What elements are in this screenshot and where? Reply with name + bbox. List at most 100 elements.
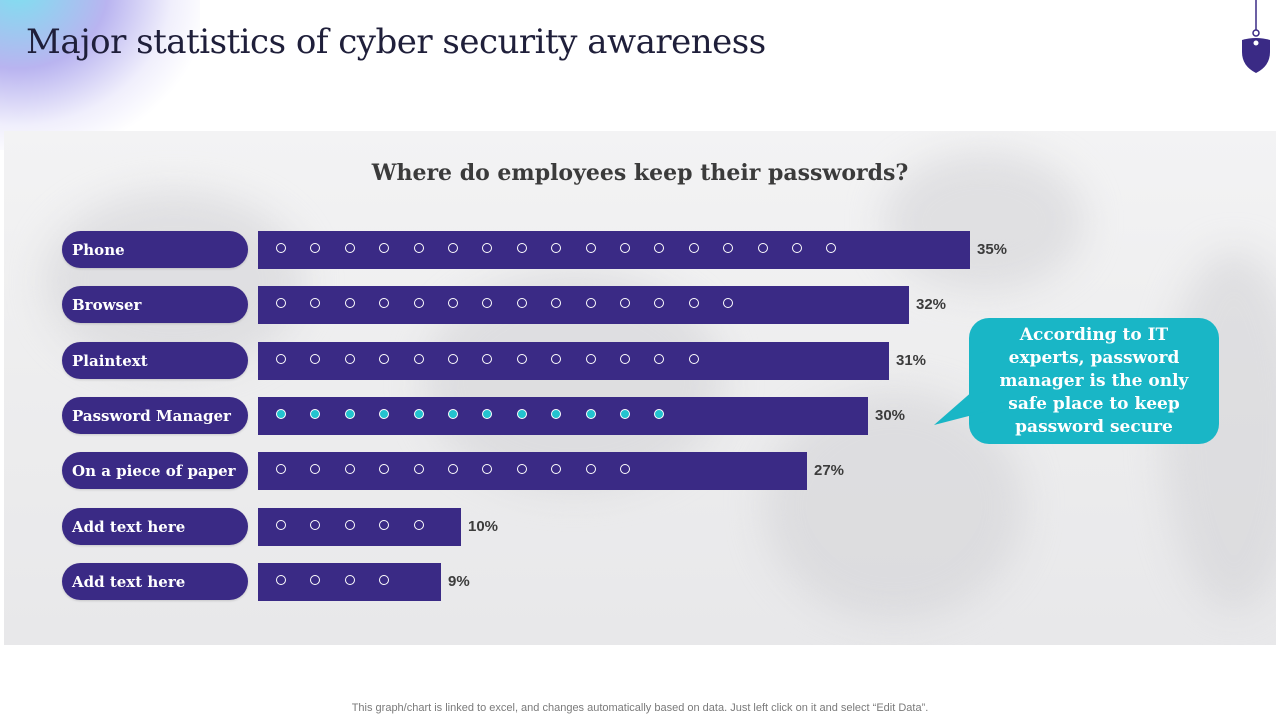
- highlight-dot: [654, 409, 664, 419]
- bar-dot: [792, 243, 802, 253]
- bar-dot: [620, 243, 630, 253]
- data-bar: [258, 397, 868, 435]
- category-label: On a piece of paper: [62, 452, 248, 489]
- highlight-dot: [310, 409, 320, 419]
- highlight-dot: [448, 409, 458, 419]
- bar-dot: [379, 354, 389, 364]
- bar-dot: [310, 520, 320, 530]
- data-bar: [258, 452, 807, 490]
- data-bar: [258, 231, 970, 269]
- bar-dot: [551, 354, 561, 364]
- shield-icon: [1236, 0, 1276, 81]
- bar-dot: [448, 464, 458, 474]
- bar-dot: [620, 354, 630, 364]
- bar-dot: [379, 464, 389, 474]
- bar-dot: [379, 575, 389, 585]
- bar-dot: [620, 298, 630, 308]
- bar-dot: [826, 243, 836, 253]
- highlight-dot: [586, 409, 596, 419]
- highlight-dot: [551, 409, 561, 419]
- bar-dot: [414, 464, 424, 474]
- callout-bubble: According to IT experts, password manage…: [969, 318, 1219, 444]
- highlight-dot: [379, 409, 389, 419]
- slide-title: Major statistics of cyber security aware…: [26, 22, 766, 62]
- bar-dot: [345, 354, 355, 364]
- value-label: 30%: [875, 407, 906, 424]
- bar-dot: [586, 354, 596, 364]
- bar-dot: [551, 298, 561, 308]
- bar-dot: [551, 243, 561, 253]
- bar-dot: [586, 243, 596, 253]
- bar-dot: [448, 354, 458, 364]
- bar-dot: [654, 243, 664, 253]
- callout-tail: [934, 390, 992, 425]
- category-label: Add text here: [62, 508, 248, 545]
- bar-dot: [517, 354, 527, 364]
- bar-dot: [758, 243, 768, 253]
- bar-dot: [482, 464, 492, 474]
- bar-dot: [689, 298, 699, 308]
- bar-dot: [448, 298, 458, 308]
- bar-dot: [345, 520, 355, 530]
- bar-dot: [379, 243, 389, 253]
- bar-dot: [414, 354, 424, 364]
- highlight-dot: [345, 409, 355, 419]
- bar-dot: [276, 464, 286, 474]
- bar-dot: [310, 575, 320, 585]
- bar-dot: [482, 354, 492, 364]
- bar-dot: [379, 298, 389, 308]
- bar-dot: [310, 464, 320, 474]
- bar-dot: [414, 243, 424, 253]
- data-bar: [258, 342, 889, 380]
- bar-dot: [414, 298, 424, 308]
- chart-title: Where do employees keep their passwords?: [371, 160, 909, 186]
- category-label: Browser: [62, 286, 248, 323]
- bar-dot: [586, 464, 596, 474]
- bar-dot: [689, 354, 699, 364]
- bar-dot: [654, 354, 664, 364]
- bar-dot: [345, 243, 355, 253]
- bar-dot: [586, 298, 596, 308]
- category-label: Plaintext: [62, 342, 248, 379]
- bar-dot: [482, 243, 492, 253]
- bar-dot: [345, 298, 355, 308]
- category-label: Phone: [62, 231, 248, 268]
- bar-dot: [551, 464, 561, 474]
- bar-dot: [517, 243, 527, 253]
- bar-dot: [276, 354, 286, 364]
- highlight-dot: [414, 409, 424, 419]
- bar-dot: [310, 298, 320, 308]
- bar-dot: [276, 575, 286, 585]
- bar-dot: [414, 520, 424, 530]
- footer-note: This graph/chart is linked to excel, and…: [351, 702, 929, 714]
- bar-dot: [310, 354, 320, 364]
- value-label: 27%: [814, 462, 845, 479]
- bar-dot: [689, 243, 699, 253]
- bar-dot: [654, 298, 664, 308]
- bar-dot: [276, 520, 286, 530]
- bar-dot: [620, 464, 630, 474]
- value-label: 9%: [448, 573, 470, 590]
- value-label: 10%: [468, 518, 499, 535]
- data-bar: [258, 508, 461, 546]
- highlight-dot: [517, 409, 527, 419]
- bar-dot: [345, 575, 355, 585]
- bar-dot: [345, 464, 355, 474]
- bar-dot: [517, 464, 527, 474]
- value-label: 31%: [896, 352, 927, 369]
- category-label: Password Manager: [62, 397, 248, 434]
- category-label: Add text here: [62, 563, 248, 600]
- data-bar: [258, 286, 909, 324]
- highlight-dot: [482, 409, 492, 419]
- highlight-dot: [620, 409, 630, 419]
- value-label: 32%: [916, 296, 947, 313]
- bar-dot: [276, 298, 286, 308]
- bar-dot: [448, 243, 458, 253]
- bar-dot: [379, 520, 389, 530]
- callout-text: According to IT experts, password manage…: [999, 324, 1189, 437]
- value-label: 35%: [977, 241, 1008, 258]
- bar-dot: [276, 243, 286, 253]
- bar-dot: [482, 298, 492, 308]
- bar-dot: [723, 243, 733, 253]
- bar-dot: [723, 298, 733, 308]
